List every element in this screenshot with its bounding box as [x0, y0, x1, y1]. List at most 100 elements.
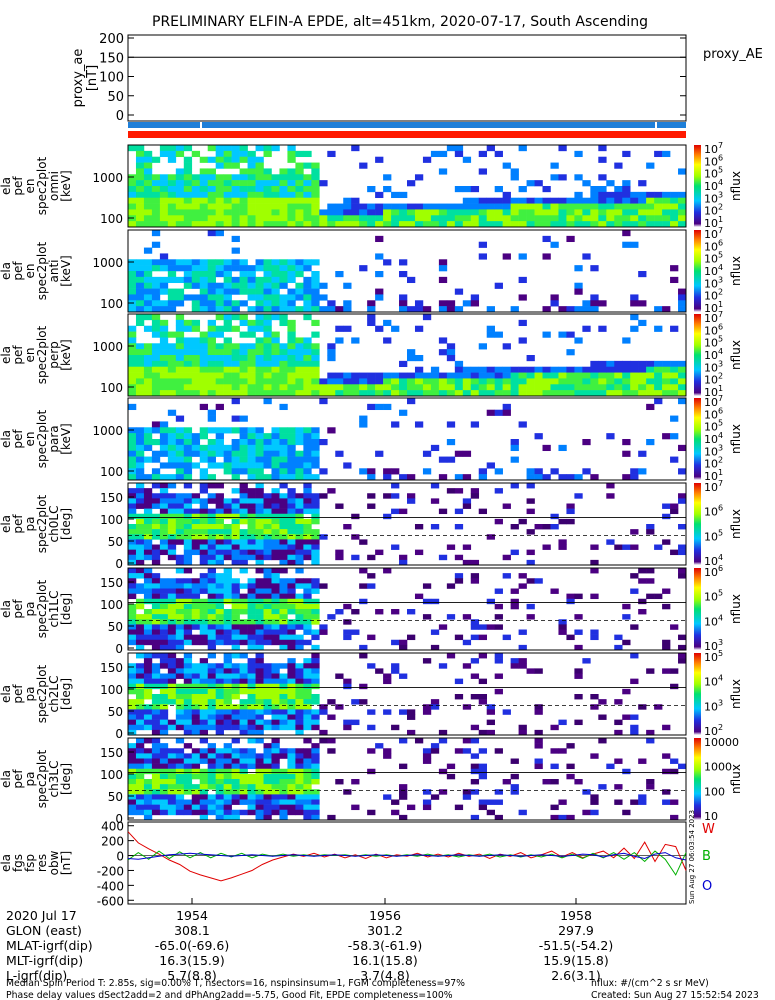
colorbar-tick-label: 101	[704, 300, 723, 315]
ae-ytick-label: 100	[99, 71, 124, 86]
colorbar-tick-label: 105	[704, 528, 723, 543]
x-tick-l: 3.7(4.8)	[360, 968, 410, 983]
colorbar-tick-label: 101	[704, 215, 723, 230]
colorbar-tick-label: 105	[704, 251, 723, 266]
legend-B: B	[702, 849, 711, 864]
x-tick-glon: 301.2	[367, 923, 403, 938]
status-bar-gaps	[200, 122, 202, 128]
x-tick-mlt: 16.3(15.9)	[159, 953, 224, 968]
spectrogram-ylabel: elapefpaspec2plotch3LC[deg]	[0, 749, 73, 808]
spectrogram-pa1: 150 100 50 0 elapefpaspec2plotch1LC[deg] 106 1…	[0, 564, 743, 656]
colorbar-label: nflux	[729, 509, 743, 539]
spectrogram-ytick-label: 100	[100, 598, 123, 612]
spectrogram-ytick-label: 100	[100, 513, 123, 527]
colorbar-tick-label: 107	[704, 310, 723, 325]
colorbar-label: nflux	[729, 171, 743, 201]
colorbar-tick-label: 1000	[704, 761, 732, 774]
spectrogram-ytick-label: 50	[108, 620, 123, 634]
spectrogram-ylabel: elapefpaspec2plotch0LC[deg]	[0, 494, 73, 553]
x-row-label: L-igrf(dip)	[6, 968, 67, 983]
colorbar-tick-label: 103	[704, 638, 723, 653]
plot-title: PRELIMINARY ELFIN-A EPDE, alt=451km, 202…	[152, 14, 648, 30]
spectrogram-ylabel: elapefenspec2plotomni[keV]	[0, 156, 73, 215]
line-ytick-label: -400	[97, 879, 124, 893]
spectrogram-cells	[128, 483, 687, 566]
colorbar	[694, 653, 701, 735]
colorbar-tick-label: 107	[704, 141, 723, 156]
colorbar-tick-label: 103	[704, 698, 723, 713]
series-line-B	[127, 850, 687, 876]
spectrogram-ytick-label: 0	[115, 727, 123, 741]
footer-created: Created: Sun Aug 27 15:52:54 2023	[591, 990, 759, 1000]
spectrogram-ytick-label: 100	[100, 297, 123, 311]
colorbar-tick-label: 101	[704, 384, 723, 399]
status-bars	[128, 122, 686, 138]
spectrogram-en2: 1000100elapefenspec2plotperp[keV]1071061…	[0, 310, 743, 399]
colorbar-tick-label: 102	[704, 288, 723, 303]
spectrogram-pa2: 150 100 50 0 elapefpaspec2plotch2LC[deg] 105 1…	[0, 649, 743, 741]
spectrogram-pa3: 150 100 50 0 elapefpaspec2plotch3LC[deg] 1000…	[0, 736, 743, 826]
spectrogram-ylabel: elapefenspec2plotperp[keV]	[0, 325, 73, 384]
x-tick-mlat: -65.0(-69.6)	[155, 938, 229, 953]
colorbar-tick-label: 107	[704, 226, 723, 241]
line-ylabel-text: elafgsfspresobw[nT]	[0, 850, 73, 875]
spectrogram-ytick-label: 1000	[92, 424, 123, 438]
colorbar-tick-label: 103	[704, 190, 723, 205]
x-tick-time: 1954	[176, 908, 208, 923]
ae-ylabel: proxy_ae[nT]	[71, 49, 100, 108]
side-stamp: Sun Aug 27 06:03:54 2023	[688, 810, 696, 904]
colorbar-tick-label: 106	[704, 322, 723, 337]
x-tick-mlat: -58.3(-61.9)	[348, 938, 422, 953]
colorbar-tick-label: 105	[704, 419, 723, 434]
spectrogram-ytick-label: 100	[100, 465, 123, 479]
colorbar-tick-label: 103	[704, 275, 723, 290]
colorbar-tick-label: 102	[704, 456, 723, 471]
spectrogram-cells	[128, 738, 687, 821]
colorbar	[694, 398, 701, 480]
legend-O: O	[702, 879, 712, 894]
spectrogram-ytick-label: 0	[115, 642, 123, 656]
legend-W: W	[702, 822, 715, 837]
proxy-ae-panel: 200 150 100 50 0 proxy_AE proxy_ae[nT]	[71, 32, 763, 124]
spectrogram-cells	[128, 145, 687, 228]
colorbar-tick-label: 106	[704, 564, 723, 579]
colorbar-tick-label: 104	[704, 178, 723, 193]
spectrogram-ytick-label: 100	[100, 212, 123, 226]
spectrogram-ytick-label: 150	[100, 576, 123, 590]
colorbar-tick-label: 104	[704, 431, 723, 446]
x-tick-l: 2.6(3.1)	[551, 968, 601, 983]
footer-nflux-units: nflux: #/(cm^2 s sr MeV)	[591, 978, 709, 989]
colorbar-tick-label: 101	[704, 468, 723, 483]
ae-ytick-label: 200	[99, 32, 124, 47]
spectrogram-ytick-label: 50	[108, 705, 123, 719]
ae-yticks: 200 150 100 50 0	[99, 32, 686, 124]
spectrogram-ytick-label: 150	[100, 746, 123, 760]
spectrogram-ytick-label: 1000	[92, 171, 123, 185]
colorbar-tick-label: 102	[704, 723, 723, 738]
spectrogram-ytick-label: 1000	[92, 256, 123, 270]
line-legend: WBO	[702, 822, 715, 894]
series-line-W	[127, 831, 687, 882]
colorbar-tick-label: 105	[704, 649, 723, 664]
spectrogram-en1: 1000100elapefenspec2plotanti[keV]1071061…	[0, 226, 743, 315]
colorbar-tick-label: 104	[704, 553, 723, 568]
x-tick-glon: 297.9	[558, 923, 594, 938]
colorbar-tick-label: 107	[704, 479, 723, 494]
colorbar-label: nflux	[729, 594, 743, 624]
x-row-label: 2020 Jul 17	[6, 908, 77, 923]
colorbar-tick-label: 104	[704, 674, 723, 689]
colorbar-label: nflux	[729, 679, 743, 709]
spectrogram-cells	[128, 653, 687, 736]
colorbar-tick-label: 102	[704, 203, 723, 218]
spectrogram-ytick-label: 0	[115, 812, 123, 826]
spectrogram-ytick-label: 100	[100, 683, 123, 697]
x-tick-time: 1956	[369, 908, 401, 923]
colorbar	[694, 314, 701, 396]
colorbar-tick-label: 103	[704, 443, 723, 458]
footer-line-1: Median Spin Period T: 2.85s, sig=0.00% T…	[6, 978, 465, 989]
spectrogram-ylabel: elapefpaspec2plotch2LC[deg]	[0, 664, 73, 723]
spectrogram-ylabel: elapefpaspec2plotch1LC[deg]	[0, 579, 73, 638]
x-tick-mlt: 16.1(15.8)	[352, 953, 417, 968]
